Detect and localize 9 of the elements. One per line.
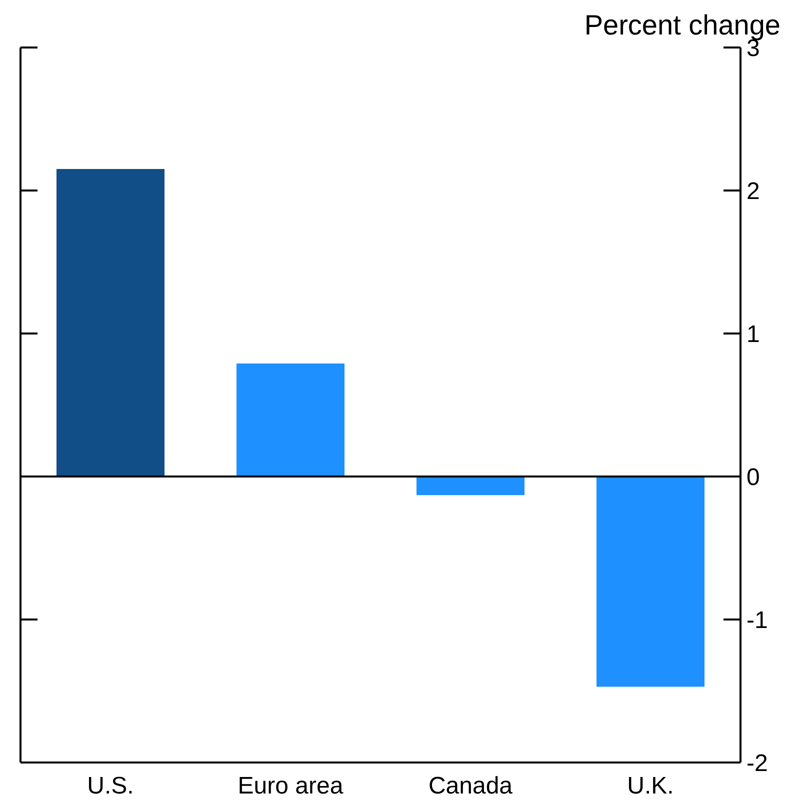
x-tick-label: Canada xyxy=(428,772,514,800)
y-tick-label: 0 xyxy=(746,464,760,491)
y-tick-label: -2 xyxy=(746,750,768,777)
x-tick-label: Euro area xyxy=(238,772,344,800)
y-tick-label: -1 xyxy=(746,607,768,634)
y-tick-label: 1 xyxy=(746,321,760,348)
x-tick-label: U.S. xyxy=(87,772,134,800)
x-tick-label: U.K. xyxy=(627,772,674,800)
y-tick-label: 2 xyxy=(746,178,760,205)
